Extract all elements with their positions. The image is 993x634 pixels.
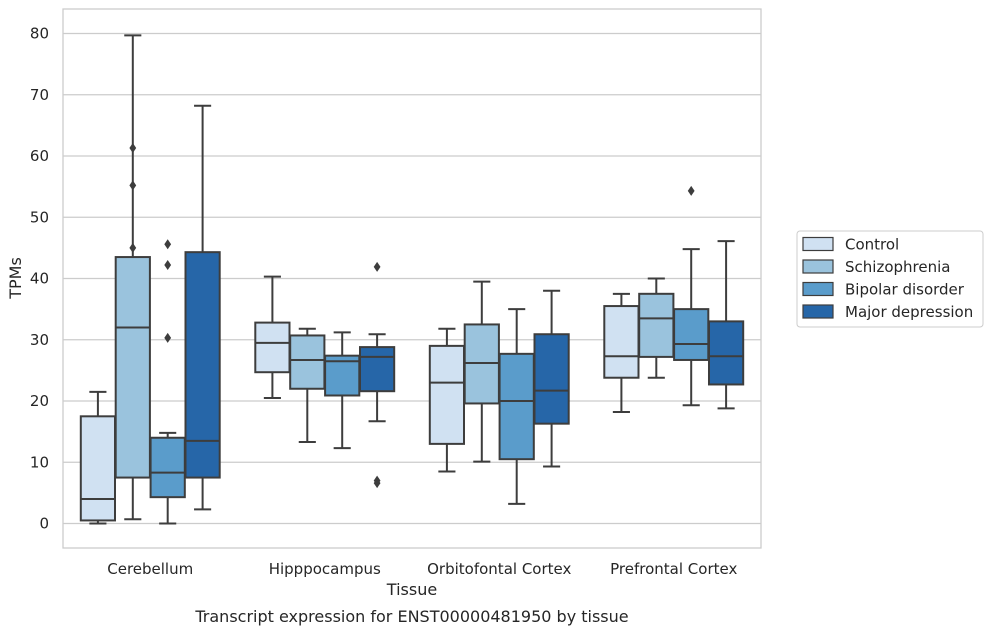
box <box>254 321 291 374</box>
box-group <box>603 292 640 414</box>
box-group <box>463 280 500 463</box>
box-group <box>533 289 570 468</box>
box-group <box>673 185 710 407</box>
legend-swatch <box>802 304 834 319</box>
box-group <box>289 327 326 444</box>
box-group <box>638 277 675 379</box>
legend-swatch <box>802 236 834 252</box>
legend-swatch <box>802 281 834 297</box>
y-tick-label: 10 <box>30 453 49 471</box>
plot-frame <box>62 8 762 549</box>
legend-label: Bipolar disorder <box>845 281 965 299</box>
box-group <box>114 34 151 521</box>
box-group <box>184 104 221 511</box>
box <box>114 256 151 479</box>
box <box>673 308 710 361</box>
box <box>289 334 326 390</box>
outlier-point <box>129 143 137 154</box>
box <box>707 320 745 386</box>
box-group <box>498 308 535 505</box>
box <box>498 352 535 461</box>
y-tick-label: 70 <box>30 86 49 104</box>
box-group <box>707 240 745 410</box>
box <box>184 251 221 479</box>
outlier-point <box>373 475 381 486</box>
outlier-point <box>373 261 381 272</box>
legend-label: Schizophrenia <box>845 258 950 276</box>
outlier-point <box>164 239 172 250</box>
box <box>533 333 570 425</box>
y-tick-label: 40 <box>30 270 49 288</box>
legend-frame <box>796 230 984 328</box>
outlier-point <box>129 180 137 191</box>
box <box>149 436 186 499</box>
outlier-point <box>164 332 172 343</box>
x-axis-ticks: Cerebellum Hipppocampus Orbitofontal Corte… <box>107 560 737 578</box>
box <box>324 354 361 397</box>
legend-label: Major depression <box>845 303 973 321</box>
x-tick-label: Hipppocampus <box>269 560 381 578</box>
box-group <box>79 390 117 525</box>
box <box>79 415 117 522</box>
outlier-point <box>164 260 172 271</box>
y-axis-ticks: 0 10 20 30 40 50 60 70 80 <box>30 25 49 533</box>
box-group <box>324 331 361 450</box>
legend: Control Schizophrenia Bipolar disorder Majo… <box>796 230 984 328</box>
legend-label: Control <box>845 236 899 254</box>
y-tick-label: 50 <box>30 208 49 226</box>
y-axis-title: TPMs <box>6 257 25 300</box>
x-tick-label: Cerebellum <box>107 560 193 578</box>
legend-swatch <box>802 259 834 274</box>
chart-caption: Transcript expression for ENST0000048195… <box>194 607 628 626</box>
y-tick-label: 60 <box>30 147 49 165</box>
x-tick-label: Prefrontal Cortex <box>610 560 737 578</box>
y-tick-label: 20 <box>30 392 49 410</box>
box-group <box>254 275 291 399</box>
box <box>428 344 466 445</box>
box-group <box>358 261 396 489</box>
x-tick-label: Orbitofontal Cortex <box>427 560 571 578</box>
outlier-point <box>129 242 137 253</box>
x-axis-title: Tissue <box>386 580 437 599</box>
y-tick-label: 0 <box>39 515 49 533</box>
box-group <box>428 327 466 473</box>
outlier-point <box>687 185 695 196</box>
box <box>358 346 396 393</box>
y-tick-label: 80 <box>30 25 49 43</box>
boxes <box>79 34 745 525</box>
box-group <box>149 239 186 525</box>
box <box>638 292 675 358</box>
y-tick-label: 30 <box>30 331 49 349</box>
box <box>603 305 640 379</box>
